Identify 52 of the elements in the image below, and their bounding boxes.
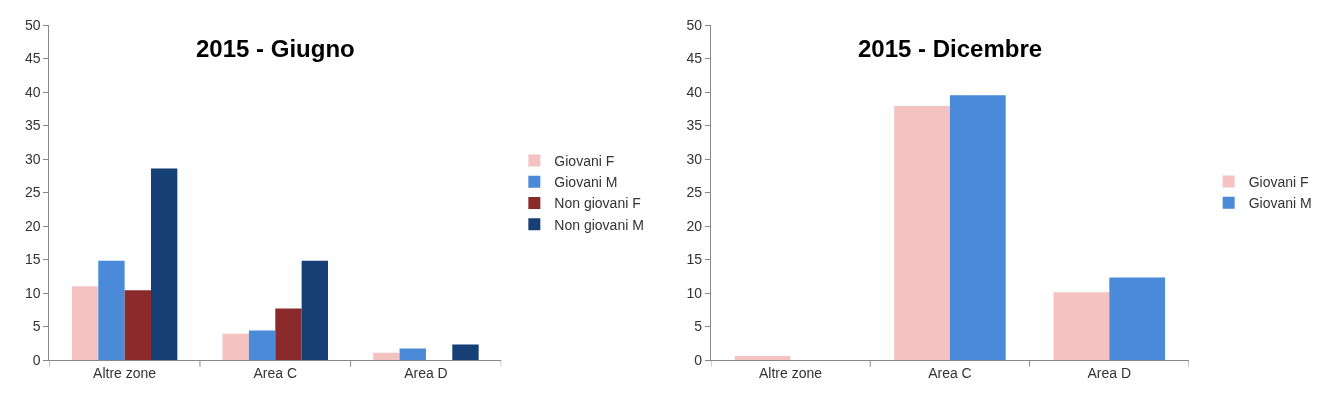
y-tick-label: 35 bbox=[24, 117, 41, 134]
bar bbox=[275, 308, 302, 360]
y-tick-label: 0 bbox=[32, 351, 41, 368]
x-tick-label: Altre zone bbox=[93, 364, 157, 381]
x-tick-label: Area D bbox=[404, 364, 448, 381]
legend-label: Non giovani M bbox=[554, 216, 644, 233]
bar bbox=[222, 333, 249, 360]
bar bbox=[124, 290, 151, 360]
bar bbox=[71, 286, 99, 360]
bar bbox=[894, 106, 950, 360]
y-tick-label: 25 bbox=[686, 184, 703, 201]
x-tick-label: Area D bbox=[1087, 364, 1132, 381]
y-tick-label: 20 bbox=[686, 217, 703, 234]
legend-label: Giovani F bbox=[1248, 174, 1309, 191]
y-tick-label: 45 bbox=[686, 50, 703, 67]
y-tick-label: 15 bbox=[24, 251, 41, 268]
y-tick-label: 50 bbox=[686, 16, 703, 33]
bar bbox=[399, 348, 426, 360]
legend-label: Non giovani F bbox=[554, 195, 641, 212]
y-tick-label: 50 bbox=[24, 16, 41, 33]
y-tick-label: 15 bbox=[686, 251, 703, 268]
bar bbox=[301, 260, 328, 360]
chart-title: 2015 - Giugno bbox=[196, 35, 355, 62]
x-tick-label: Area C bbox=[928, 364, 972, 381]
legend-label: Giovani M bbox=[1248, 195, 1312, 212]
bar bbox=[734, 355, 791, 360]
y-tick-label: 10 bbox=[686, 284, 703, 301]
x-tick-label: Altre zone bbox=[759, 364, 823, 381]
y-tick-label: 45 bbox=[24, 50, 41, 67]
y-tick-label: 30 bbox=[24, 150, 41, 167]
y-tick-label: 20 bbox=[24, 217, 41, 234]
bar bbox=[98, 260, 125, 360]
legend-label: Giovani F bbox=[554, 153, 615, 170]
chart-title: 2015 - Dicembre bbox=[858, 35, 1043, 62]
y-tick-label: 5 bbox=[32, 318, 41, 335]
y-tick-label: 10 bbox=[24, 284, 41, 301]
bar bbox=[150, 168, 178, 360]
y-tick-label: 25 bbox=[24, 184, 41, 201]
bar bbox=[248, 330, 276, 360]
bar bbox=[373, 352, 400, 360]
x-tick-label: Area C bbox=[253, 364, 298, 381]
y-tick-label: 35 bbox=[686, 117, 703, 134]
y-tick-label: 40 bbox=[24, 83, 41, 100]
y-tick-label: 30 bbox=[686, 150, 703, 167]
y-tick-label: 0 bbox=[694, 351, 703, 368]
bar bbox=[1109, 277, 1166, 360]
bar bbox=[452, 344, 479, 360]
y-tick-label: 5 bbox=[694, 318, 703, 335]
bar bbox=[1053, 292, 1110, 360]
y-tick-label: 40 bbox=[686, 83, 703, 100]
legend-label: Giovani M bbox=[554, 174, 618, 191]
bar bbox=[949, 95, 1006, 360]
